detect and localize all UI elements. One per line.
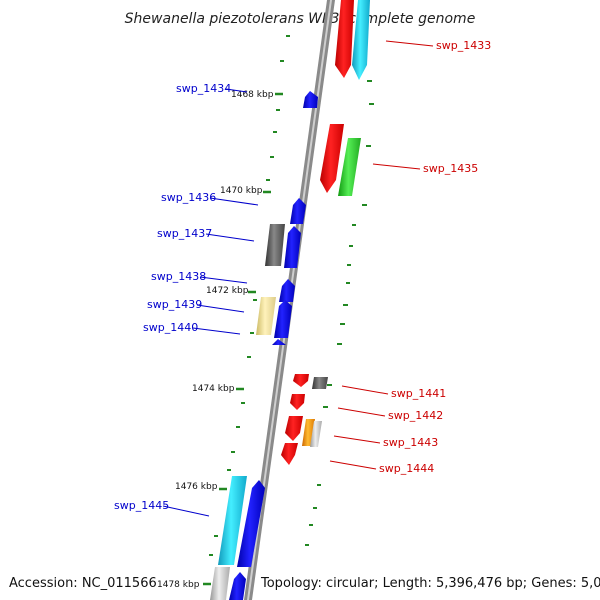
gene-swp-1434[interactable]: [303, 91, 318, 108]
kbp-label-1476: 1476 kbp: [175, 482, 218, 492]
gene-swp-1437-partner[interactable]: [265, 224, 285, 266]
gene-swp-1433-partner[interactable]: [352, 0, 370, 80]
kbp-label-1470: 1470 kbp: [220, 186, 263, 196]
guide-dots-outer-right: [305, 80, 374, 546]
gene-swp-1445[interactable]: [237, 480, 265, 567]
map-title: Shewanella piezotolerans WP3, complete g…: [125, 11, 476, 27]
gene-swp-1435[interactable]: [320, 124, 344, 193]
leader-lines-red: [329, 40, 434, 470]
gene-swp-1437[interactable]: [284, 226, 301, 268]
kbp-label-1478: 1478 kbp: [157, 580, 200, 590]
label-swp-1444[interactable]: swp_1444: [379, 462, 434, 475]
gene-swp-1433[interactable]: [335, 0, 354, 78]
kbp-label-1474: 1474 kbp: [192, 384, 235, 394]
label-swp-1436[interactable]: swp_1436: [161, 191, 216, 204]
kbp-label-1468: 1468 kbp: [231, 90, 274, 100]
gene-swp-1444[interactable]: [281, 443, 298, 465]
leader-lines-blue: [162, 88, 259, 517]
label-swp-1445[interactable]: swp_1445: [114, 499, 169, 512]
gene-swp-1438[interactable]: [279, 279, 295, 302]
gene-next-light-gray[interactable]: [210, 567, 230, 600]
label-swp-1443[interactable]: swp_1443: [383, 436, 438, 449]
gene-swp-1439[interactable]: [274, 300, 292, 338]
gene-swp-1435-partner[interactable]: [338, 138, 361, 196]
label-swp-1442[interactable]: swp_1442: [388, 409, 443, 422]
label-swp-1441[interactable]: swp_1441: [391, 387, 446, 400]
label-swp-1439[interactable]: swp_1439: [147, 298, 202, 311]
gene-next-blue[interactable]: [229, 572, 246, 600]
guide-dots-outer-left: [209, 35, 290, 556]
gene-swp-1441-partner[interactable]: [312, 377, 328, 389]
gene-swp-1443[interactable]: [285, 416, 303, 441]
label-swp-1437[interactable]: swp_1437: [157, 227, 212, 240]
gene-swp-1442[interactable]: [290, 394, 305, 410]
genome-summary-text: Topology: circular; Length: 5,396,476 bp…: [260, 576, 600, 591]
gene-swp-1443-partner-2[interactable]: [310, 421, 322, 447]
gene-swp-1439-partner[interactable]: [256, 297, 276, 335]
gene-swp-1445-partner[interactable]: [218, 476, 247, 565]
accession-text: Accession: NC_011566: [9, 576, 157, 591]
label-swp-1440[interactable]: swp_1440: [143, 321, 198, 334]
gene-swp-1441[interactable]: [293, 374, 309, 387]
kbp-label-1472: 1472 kbp: [206, 286, 249, 296]
gene-swp-1440[interactable]: [272, 339, 286, 345]
label-swp-1434[interactable]: swp_1434: [176, 82, 231, 95]
label-swp-1433[interactable]: swp_1433: [436, 39, 491, 52]
gene-swp-1436[interactable]: [290, 198, 306, 224]
kbp-ticks: [203, 92, 283, 586]
label-swp-1438[interactable]: swp_1438: [151, 270, 206, 283]
label-swp-1435[interactable]: swp_1435: [423, 162, 478, 175]
